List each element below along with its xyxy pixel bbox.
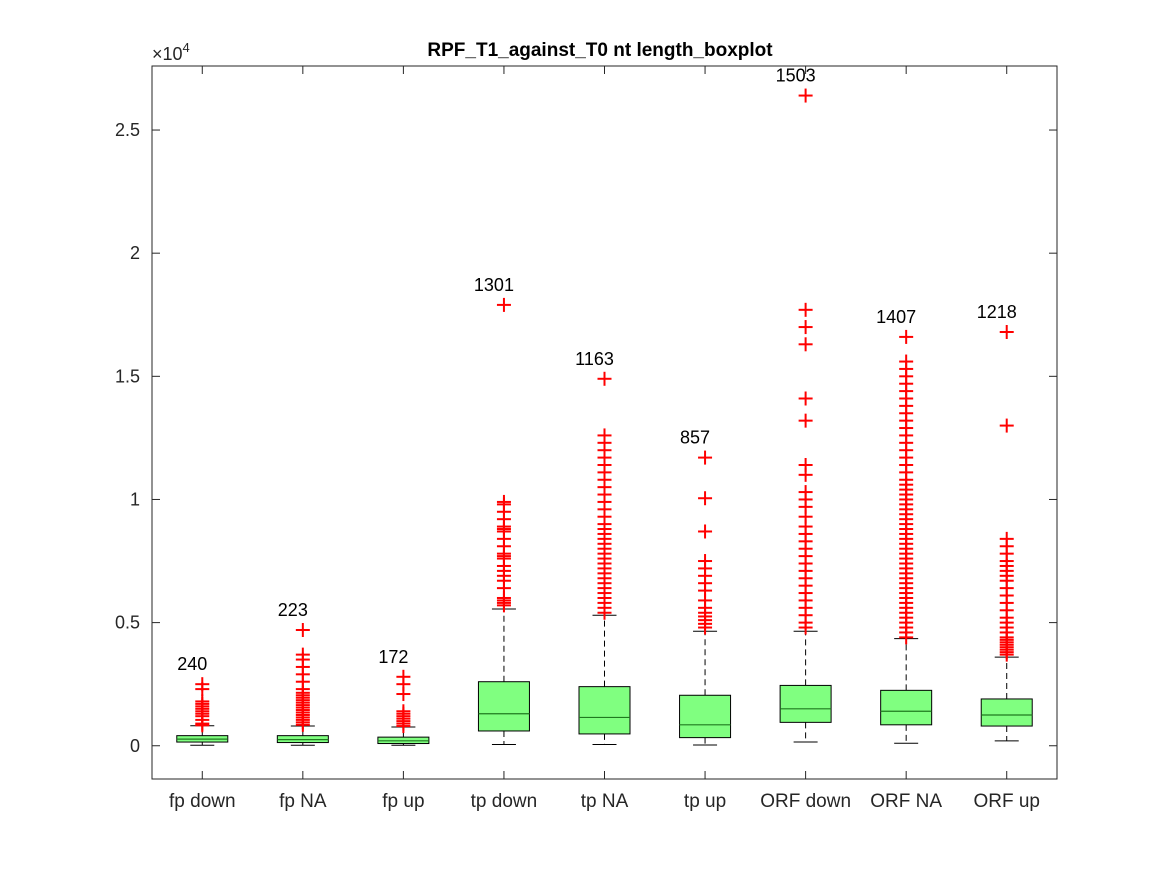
labels-layer: 240 fp down 223 fp NA 172 fp up 1301 tp down 116…: [169, 66, 1040, 812]
box-group: [980, 66, 1033, 779]
x-tick-label: fp up: [382, 791, 424, 812]
outlier-point: [798, 337, 813, 352]
count-label: 1407: [876, 307, 916, 327]
box-group: [779, 66, 832, 779]
outlier-point: [798, 457, 813, 472]
outlier-point: [597, 371, 612, 386]
count-label: 1301: [474, 275, 514, 295]
iqr-box: [779, 684, 832, 723]
outlier-point: [295, 647, 310, 662]
count-label: 172: [378, 647, 408, 667]
outlier-point: [195, 694, 210, 709]
box-group: [377, 66, 430, 779]
outlier-point: [999, 324, 1014, 339]
outlier-point: [999, 418, 1014, 433]
outlier-point: [396, 704, 411, 719]
boxes-layer: [176, 66, 1033, 779]
y-tick-label: 0: [130, 736, 140, 756]
y-tick-label: 1.5: [115, 366, 140, 386]
x-tick-label: tp NA: [581, 791, 629, 812]
y-tick-label: 1: [130, 489, 140, 509]
x-tick-label: fp NA: [279, 791, 327, 812]
y-tick-label: 0.5: [115, 613, 140, 633]
count-label: 857: [680, 428, 710, 448]
count-label: 1503: [776, 66, 816, 86]
outlier-point: [798, 302, 813, 317]
box-group: [477, 66, 530, 779]
box-group: [679, 66, 732, 779]
x-tick-label: tp up: [684, 791, 726, 812]
iqr-box: [880, 689, 933, 726]
box-group: [176, 66, 229, 779]
iqr-box: [477, 681, 530, 732]
box-group: [880, 66, 933, 779]
chart-title: RPF_T1_against_T0 nt length_boxplot: [427, 40, 773, 61]
x-tick-label: ORF up: [973, 791, 1040, 812]
outlier-point: [798, 485, 813, 500]
y-axis-exponent-power: 4: [183, 40, 190, 55]
outlier-point: [698, 491, 713, 506]
outlier-point: [396, 669, 411, 684]
x-tick-label: ORF down: [760, 791, 851, 812]
count-label: 240: [177, 654, 207, 674]
y-axis-exponent: ×104: [152, 40, 190, 64]
outlier-point: [798, 413, 813, 428]
iqr-box: [980, 698, 1033, 727]
outlier-point: [999, 531, 1014, 546]
outlier-point: [798, 88, 813, 103]
outlier-point: [295, 622, 310, 637]
y-tick-label: 2.5: [115, 120, 140, 140]
outlier-point: [195, 677, 210, 692]
count-label: 1218: [977, 302, 1017, 322]
outlier-point: [496, 494, 511, 509]
y-tick-label: 2: [130, 243, 140, 263]
outlier-point: [698, 450, 713, 465]
outlier-point: [597, 428, 612, 443]
iqr-box: [679, 694, 732, 739]
count-label: 223: [278, 600, 308, 620]
y-axis: 0 0.5 1 1.5 2 2.5: [115, 120, 1057, 756]
y-axis-exponent-base: ×10: [152, 44, 183, 64]
box-group: [276, 66, 329, 779]
x-tick-label: ORF NA: [870, 791, 942, 812]
outlier-point: [798, 391, 813, 406]
outlier-point: [899, 354, 914, 369]
outlier-point: [899, 329, 914, 344]
iqr-box: [578, 686, 631, 735]
outlier-point: [798, 320, 813, 335]
outlier-point: [496, 297, 511, 312]
count-label: 1163: [575, 349, 614, 369]
box-group: [578, 66, 631, 779]
outlier-point: [698, 524, 713, 539]
outlier-point: [698, 554, 713, 569]
x-tick-label: tp down: [471, 791, 538, 812]
x-tick-label: fp down: [169, 791, 236, 812]
